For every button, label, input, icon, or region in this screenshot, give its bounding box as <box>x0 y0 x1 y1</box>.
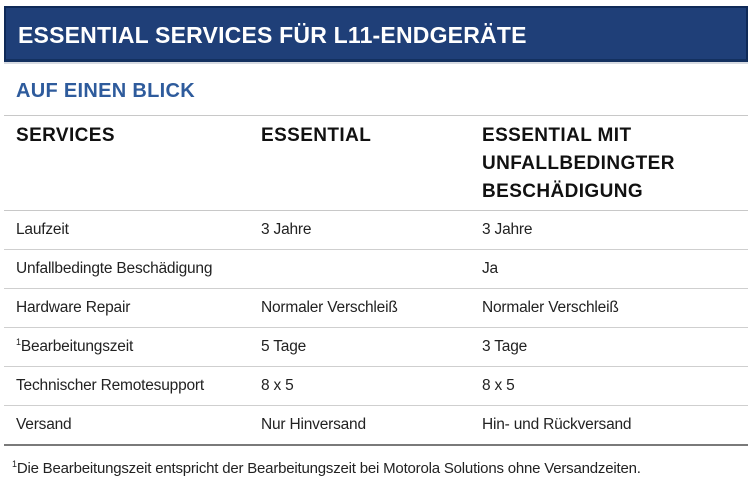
essential-value: Nur Hinversand <box>261 416 366 433</box>
services-overview-panel: ESSENTIAL SERVICES FÜR L11-ENDGERÄTE AUF… <box>4 6 748 458</box>
service-name: Hardware Repair <box>16 299 131 316</box>
section-subtitle: AUF EINEN BLICK <box>16 80 195 102</box>
essential-plus-value: Normaler Verschleiß <box>482 299 619 316</box>
footnote-marker: 1 <box>12 459 17 469</box>
essential-plus-value: 3 Jahre <box>482 221 533 238</box>
column-header-essential: ESSENTIAL <box>261 125 372 146</box>
divider <box>4 115 748 116</box>
table-row: 1Bearbeitungszeit 5 Tage 3 Tage <box>4 328 748 367</box>
service-name: Versand <box>16 416 72 433</box>
service-name: Technischer Remotesupport <box>16 377 204 394</box>
essential-plus-value: Ja <box>482 260 498 277</box>
footnote-marker: 1 <box>16 337 21 347</box>
service-name: Unfallbedingte Beschädigung <box>16 260 213 277</box>
service-name: 1Bearbeitungszeit <box>16 337 134 356</box>
table-row: Hardware Repair Normaler Verschleiß Norm… <box>4 289 748 328</box>
table-row: Technischer Remotesupport 8 x 5 8 x 5 <box>4 367 748 406</box>
essential-value: 5 Tage <box>261 338 307 355</box>
column-header-essential-accidental-damage: ESSENTIAL MIT UNFALLBEDINGTER BESCHÄDIGU… <box>482 125 675 202</box>
essential-plus-value: Hin- und Rückversand <box>482 416 632 433</box>
essential-value: 3 Jahre <box>261 221 312 238</box>
essential-value: 8 x 5 <box>261 377 294 394</box>
title-bar: ESSENTIAL SERVICES FÜR L11-ENDGERÄTE <box>4 6 748 62</box>
table-row: Versand Nur Hinversand Hin- und Rückvers… <box>4 406 748 446</box>
footnote-text: Die Bearbeitungszeit entspricht der Bear… <box>16 460 641 477</box>
footnote: 1Die Bearbeitungszeit entspricht der Bea… <box>12 459 641 477</box>
page-title: ESSENTIAL SERVICES FÜR L11-ENDGERÄTE <box>18 22 527 48</box>
table-row: Laufzeit 3 Jahre 3 Jahre <box>4 211 748 250</box>
divider <box>4 210 748 211</box>
service-name-text: Bearbeitungszeit <box>20 338 134 355</box>
column-header-services: SERVICES <box>16 125 115 146</box>
table-row: Unfallbedingte Beschädigung Ja <box>4 250 748 289</box>
services-table: Laufzeit 3 Jahre 3 Jahre Unfallbedingte … <box>4 211 748 446</box>
essential-plus-value: 8 x 5 <box>482 377 515 394</box>
service-name: Laufzeit <box>16 221 69 238</box>
essential-value: Normaler Verschleiß <box>261 299 398 316</box>
essential-plus-value: 3 Tage <box>482 338 528 355</box>
